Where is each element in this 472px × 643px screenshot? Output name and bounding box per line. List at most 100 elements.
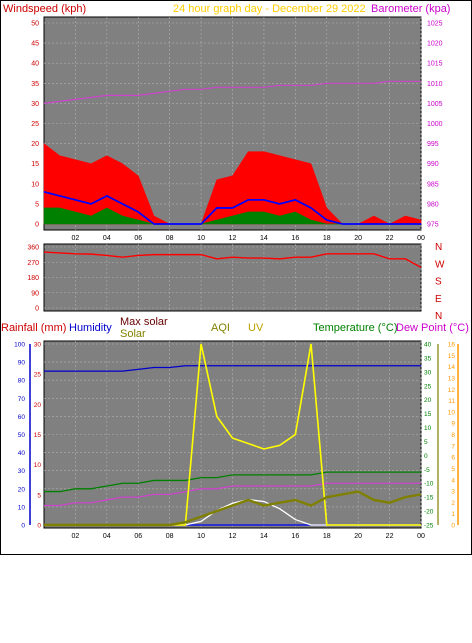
humidity-tick-label: 50 bbox=[18, 432, 26, 439]
time-tick-label: 02 bbox=[72, 235, 80, 242]
humidity-label: Humidity bbox=[69, 322, 112, 334]
compass-letter: N bbox=[435, 242, 442, 253]
rain-tick-label: 10 bbox=[34, 462, 42, 469]
uv-tick-label: 9 bbox=[451, 421, 455, 428]
time-tick-label: 22 bbox=[386, 533, 394, 540]
barometer-tick-label: 1000 bbox=[427, 121, 443, 128]
humidity-tick-label: 30 bbox=[18, 468, 26, 475]
time-tick-label: 06 bbox=[134, 235, 142, 242]
direction-tick-label: 0 bbox=[35, 306, 39, 313]
temperature-line bbox=[44, 471, 421, 493]
temperature-tick-label: -10 bbox=[424, 481, 434, 488]
uv-tick-label: 11 bbox=[448, 398, 455, 405]
uv-tick-label: 16 bbox=[448, 342, 456, 349]
direction-tick-label: 360 bbox=[27, 245, 39, 252]
time-tick-label: 06 bbox=[134, 533, 142, 540]
uv-label: UV bbox=[248, 322, 264, 334]
windspeed-tick-label: 0 bbox=[35, 222, 39, 229]
time-tick-label: 04 bbox=[103, 533, 111, 540]
uv-tick-label: 2 bbox=[451, 500, 455, 507]
windspeed-tick-label: 15 bbox=[31, 161, 39, 168]
compass-letter: N bbox=[435, 311, 442, 322]
time-tick-label: 22 bbox=[386, 235, 394, 242]
time-tick-label: 00 bbox=[417, 235, 425, 242]
barometer-tick-label: 1015 bbox=[427, 61, 443, 68]
time-tick-label: 16 bbox=[291, 533, 299, 540]
humidity-tick-label: 60 bbox=[18, 414, 26, 421]
windspeed-tick-label: 50 bbox=[31, 21, 39, 28]
solar-line bbox=[44, 490, 422, 527]
chart-frame: Windspeed (kph) 24 hour graph day - Dece… bbox=[0, 0, 472, 555]
barometer-tick-label: 1010 bbox=[427, 81, 443, 88]
barometer-tick-label: 990 bbox=[427, 161, 439, 168]
direction-tick-label: 90 bbox=[31, 290, 39, 297]
temperature-tick-label: 40 bbox=[424, 342, 432, 349]
rain-tick-label: 15 bbox=[34, 432, 42, 439]
wind-direction-line bbox=[43, 251, 422, 268]
dew-point-label: Dew Point (°C) bbox=[396, 322, 469, 334]
barometer-tick-label: 1025 bbox=[427, 21, 443, 28]
uv-tick-label: 0 bbox=[451, 523, 455, 530]
uv-tick-label: 4 bbox=[451, 477, 455, 484]
temperature-tick-label: 20 bbox=[424, 397, 432, 404]
barometer-tick-label: 1005 bbox=[427, 101, 443, 108]
windspeed-tick-label: 5 bbox=[35, 201, 39, 208]
windspeed-axis-title: Windspeed (kph) bbox=[3, 3, 86, 15]
uv-tick-label: 13 bbox=[448, 375, 456, 382]
wind-average-line bbox=[43, 191, 421, 225]
rain-tick-label: 30 bbox=[34, 342, 42, 349]
time-tick-label: 08 bbox=[166, 533, 174, 540]
windspeed-tick-label: 45 bbox=[31, 41, 39, 48]
temperature-tick-label: 0 bbox=[424, 453, 428, 460]
barometer-tick-label: 985 bbox=[427, 181, 439, 188]
barometer-tick-label: 975 bbox=[427, 222, 439, 229]
barometer-tick-label: 980 bbox=[427, 201, 439, 208]
uv-tick-label: 12 bbox=[448, 387, 456, 394]
time-tick-label: 04 bbox=[103, 235, 111, 242]
time-tick-label: 18 bbox=[323, 235, 331, 242]
rain-tick-label: 5 bbox=[37, 492, 41, 499]
temperature-tick-label: 15 bbox=[424, 411, 432, 418]
time-tick-label: 10 bbox=[197, 235, 205, 242]
time-tick-label: 18 bbox=[323, 533, 331, 540]
uv-tick-label: 3 bbox=[451, 489, 455, 496]
dew-point-line bbox=[44, 482, 421, 507]
direction-tick-label: 180 bbox=[27, 275, 39, 282]
aqi-label: AQI bbox=[211, 322, 230, 334]
temperature-tick-label: 5 bbox=[424, 439, 428, 446]
temperature-tick-label: 25 bbox=[424, 383, 432, 390]
humidity-tick-label: 40 bbox=[18, 450, 26, 457]
humidity-tick-label: 100 bbox=[14, 342, 25, 349]
windspeed-tick-label: 40 bbox=[31, 61, 39, 68]
barometer-axis-title: Barometer (kpa) bbox=[371, 3, 450, 15]
uv-tick-label: 14 bbox=[448, 364, 456, 371]
windspeed-tick-label: 30 bbox=[31, 101, 39, 108]
time-tick-label: 12 bbox=[229, 235, 237, 242]
compass-letter: E bbox=[435, 294, 442, 305]
barometer-tick-label: 995 bbox=[427, 141, 439, 148]
humidity-line bbox=[44, 365, 421, 372]
humidity-tick-label: 20 bbox=[18, 486, 26, 493]
max-solar-label: Max solar bbox=[120, 316, 168, 328]
windspeed-tick-label: 10 bbox=[31, 181, 39, 188]
compass-letter: S bbox=[435, 277, 442, 288]
humidity-tick-label: 0 bbox=[21, 523, 25, 530]
temperature-tick-label: 35 bbox=[424, 355, 432, 362]
windspeed-tick-label: 35 bbox=[31, 81, 39, 88]
time-tick-label: 10 bbox=[197, 533, 205, 540]
temperature-tick-label: 30 bbox=[424, 369, 432, 376]
humidity-tick-label: 80 bbox=[18, 378, 26, 385]
barometer-tick-label: 1020 bbox=[427, 41, 443, 48]
barometer-line bbox=[43, 80, 421, 104]
time-tick-label: 14 bbox=[260, 235, 268, 242]
humidity-tick-label: 90 bbox=[18, 360, 26, 367]
humidity-tick-label: 70 bbox=[18, 396, 26, 403]
chart-title: 24 hour graph day - December 29 2022 bbox=[173, 3, 366, 15]
temperature-tick-label: 10 bbox=[424, 425, 432, 432]
windspeed-tick-label: 20 bbox=[31, 141, 39, 148]
humidity-tick-label: 10 bbox=[18, 504, 26, 511]
time-tick-label: 20 bbox=[354, 235, 362, 242]
rain-tick-label: 25 bbox=[34, 372, 42, 379]
rain-tick-label: 0 bbox=[37, 523, 41, 530]
uv-tick-label: 15 bbox=[448, 353, 456, 360]
